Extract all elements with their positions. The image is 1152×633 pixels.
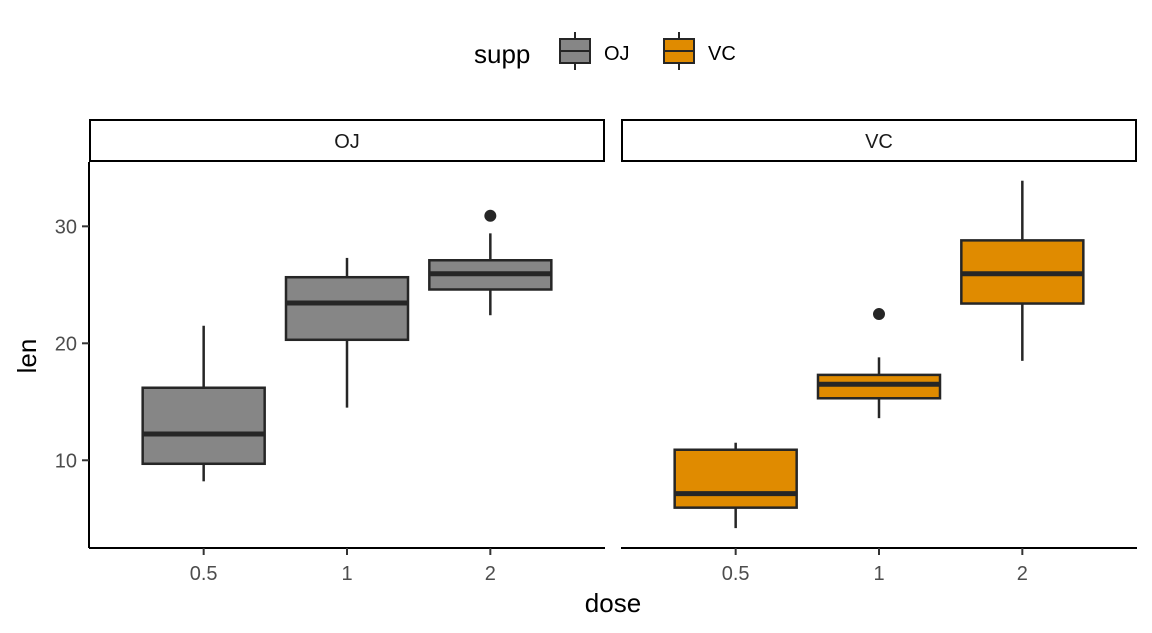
x-tick-label: 2 bbox=[1017, 563, 1028, 585]
legend-key-vc: VC bbox=[663, 32, 736, 70]
legend-key-oj: OJ bbox=[559, 32, 630, 70]
y-tick-label: 20 bbox=[55, 333, 77, 355]
facet-panel-vc: VC 0.5 1 2 bbox=[621, 119, 1137, 585]
box-iqr bbox=[673, 448, 798, 509]
facet-strip-label: VC bbox=[865, 131, 893, 153]
x-tick-label: 1 bbox=[341, 563, 352, 585]
x-axis-title: dose bbox=[585, 588, 641, 618]
box-oj-2 bbox=[428, 209, 553, 316]
legend: supp OJ VC bbox=[474, 32, 736, 70]
legend-label: VC bbox=[708, 43, 736, 65]
box-iqr bbox=[284, 275, 410, 342]
facet-strip bbox=[621, 119, 1137, 162]
box-oj-1 bbox=[284, 257, 410, 408]
box-vc-1 bbox=[816, 308, 942, 419]
x-tick-label: 1 bbox=[873, 563, 884, 585]
x-tick-label: 0.5 bbox=[190, 563, 218, 585]
facet-panels: OJ 10 20 30 0.5 1 2 VC 0.5 1 2 bbox=[55, 119, 1137, 585]
facet-strip bbox=[89, 119, 605, 162]
legend-keys: OJ VC bbox=[559, 32, 736, 70]
y-tick-label: 10 bbox=[55, 450, 77, 472]
x-tick-label: 2 bbox=[485, 563, 496, 585]
facet-strip-label: OJ bbox=[334, 131, 360, 153]
box-vc-2 bbox=[960, 180, 1085, 361]
legend-label: OJ bbox=[604, 43, 630, 65]
outlier-point bbox=[873, 308, 885, 321]
y-axis-title: len bbox=[12, 339, 42, 374]
box-oj-0.5 bbox=[141, 325, 266, 482]
box-vc-0.5 bbox=[673, 442, 798, 529]
x-tick-label: 0.5 bbox=[722, 563, 750, 585]
legend-title: supp bbox=[474, 39, 530, 69]
facet-panel-oj: OJ 10 20 30 0.5 1 2 bbox=[55, 119, 605, 585]
outlier-point bbox=[484, 209, 497, 222]
y-tick-label: 30 bbox=[55, 216, 77, 238]
box-iqr bbox=[141, 386, 266, 466]
